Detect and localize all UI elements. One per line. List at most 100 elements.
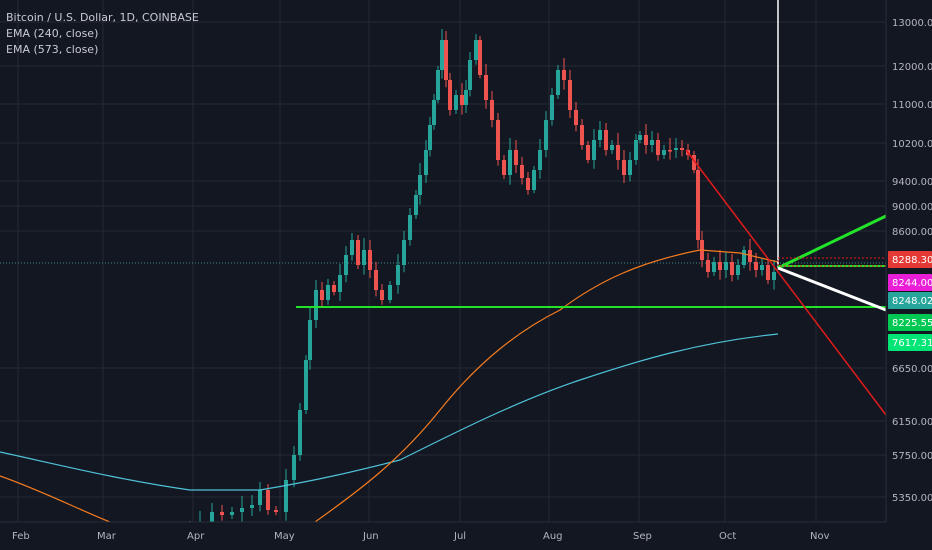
candle-body <box>468 60 472 90</box>
candle-body <box>718 262 722 270</box>
candle-body <box>308 320 312 360</box>
candle-body <box>338 275 342 292</box>
x-tick-label: Sep <box>633 531 652 542</box>
candle-body <box>730 262 734 275</box>
ema-573-label[interactable]: EMA (573, close) <box>6 43 99 56</box>
price-label-bg <box>888 314 932 331</box>
candle-body <box>418 175 422 195</box>
candle-body <box>748 250 752 262</box>
candle-body <box>490 100 494 120</box>
candle-body <box>604 130 608 150</box>
candle-body <box>766 265 770 280</box>
candle-body <box>550 95 554 120</box>
candle-body <box>344 255 348 275</box>
candle-body <box>436 70 440 100</box>
candle-body <box>298 410 302 455</box>
candle-body <box>258 490 262 505</box>
candle-body <box>638 135 642 140</box>
bear-projection <box>777 266 887 312</box>
candle-body <box>526 178 530 190</box>
price-label: 8248.02 <box>892 296 932 307</box>
candle-body <box>414 195 418 215</box>
candle-body <box>650 140 654 145</box>
candle-body <box>448 80 452 110</box>
candle-body <box>388 285 392 300</box>
candle-body <box>428 125 432 150</box>
candle-body <box>502 160 506 175</box>
candle-body <box>350 240 354 255</box>
chart-legend: Bitcoin / U.S. Dollar, 1D, COINBASE EMA … <box>6 10 199 58</box>
y-tick-label: 9000.00 <box>892 202 932 213</box>
candle-body <box>712 262 716 272</box>
candle-body <box>368 250 372 270</box>
candle-body <box>230 512 234 515</box>
y-tick-label: 6650.00 <box>892 364 932 375</box>
price-label-bg <box>888 251 932 268</box>
candle-body <box>432 100 436 125</box>
candle-body <box>454 95 458 110</box>
ema-240-line <box>0 249 779 523</box>
candle-body <box>464 90 468 105</box>
time-axis[interactable]: Feb Mar Apr May Jun Jul Aug Sep Oct Nov <box>0 521 932 550</box>
candle-body <box>408 215 412 240</box>
symbol-title[interactable]: Bitcoin / U.S. Dollar, 1D, COINBASE <box>6 11 199 24</box>
candle-body <box>266 490 270 510</box>
price-label: 8225.55 <box>892 318 932 329</box>
y-tick-label: 5350.00 <box>892 493 932 504</box>
x-tick-label: Apr <box>187 531 205 542</box>
candle-body <box>478 40 482 75</box>
bull-projection <box>777 214 887 270</box>
candle-body <box>644 135 648 145</box>
candle-body <box>240 508 244 512</box>
downtrend-line <box>685 149 887 416</box>
candle-body <box>562 70 566 80</box>
candle-body <box>592 140 596 160</box>
price-label-bg <box>888 274 932 291</box>
x-tick-label: Jul <box>453 531 466 542</box>
candle-body <box>250 505 254 508</box>
candle-body <box>374 270 378 290</box>
y-tick-label: 9400.00 <box>892 177 932 188</box>
candles-layer <box>188 29 776 534</box>
candle-body <box>754 262 758 270</box>
candle-body <box>220 512 224 515</box>
candle-body <box>514 150 518 165</box>
x-tick-label: May <box>274 531 295 542</box>
candle-body <box>474 40 478 60</box>
candle-body <box>538 150 542 170</box>
candle-body <box>396 265 400 285</box>
candle-body <box>402 240 406 265</box>
candle-body <box>772 272 776 280</box>
candle-body <box>484 75 488 100</box>
candle-body <box>724 262 728 270</box>
ema-240-label[interactable]: EMA (240, close) <box>6 27 99 40</box>
price-label: 8244.00 <box>892 278 932 289</box>
price-label-bg <box>888 292 932 309</box>
time-axis-bg <box>0 522 932 550</box>
candle-body <box>662 150 666 155</box>
candle-body <box>314 290 318 320</box>
candle-body <box>656 140 660 155</box>
candle-body <box>332 285 336 292</box>
candle-body <box>460 95 464 105</box>
candle-body <box>580 125 584 145</box>
candle-body <box>496 120 500 160</box>
candle-body <box>628 160 632 175</box>
y-tick-label: 8600.00 <box>892 227 932 238</box>
candle-body <box>440 40 444 70</box>
candle-body <box>292 455 296 480</box>
drawings-layer <box>0 0 887 523</box>
candle-body <box>424 150 428 175</box>
candle-body <box>532 170 536 190</box>
y-tick-label: 11000.00 <box>892 100 932 111</box>
y-tick-label: 5750.00 <box>892 451 932 462</box>
x-tick-label: Mar <box>97 531 117 542</box>
y-tick-label: 12000.00 <box>892 62 932 73</box>
candle-body <box>362 250 366 265</box>
price-label: 7617.31 <box>892 338 932 349</box>
ema-573-line <box>0 333 779 491</box>
candle-body <box>320 290 324 300</box>
candle-body <box>742 250 746 265</box>
